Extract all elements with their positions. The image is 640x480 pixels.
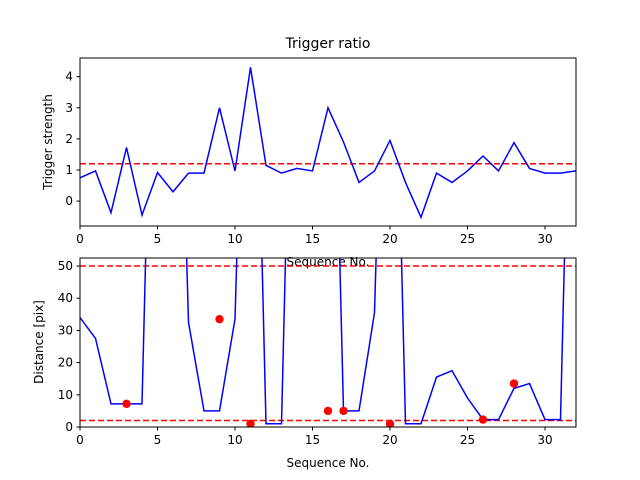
top-x-tick-label: 15 bbox=[305, 232, 320, 246]
bottom-x-tick-label: 0 bbox=[76, 433, 84, 447]
top-x-tick-label: 20 bbox=[382, 232, 397, 246]
bottom-x-tick-label: 5 bbox=[154, 433, 162, 447]
bottom-x-tick-label: 15 bbox=[305, 433, 320, 447]
top-x-tick-label: 0 bbox=[76, 232, 84, 246]
top-y-tick-label: 2 bbox=[65, 132, 73, 146]
top-y-tick-label: 1 bbox=[65, 163, 73, 177]
top-y-axis-label: Trigger strength bbox=[41, 94, 55, 191]
top-panel: Trigger ratio 0 5 10 15 20 25 30 0 1 2 3 4 Sequenc… bbox=[41, 36, 577, 269]
bottom-y-tick-label: 10 bbox=[58, 388, 73, 402]
bottom-data-point bbox=[122, 399, 131, 409]
bottom-data-point bbox=[509, 379, 519, 388]
top-chart-title: Trigger ratio bbox=[284, 36, 370, 52]
bottom-y-tick-label: 0 bbox=[65, 420, 73, 434]
bottom-x-axis-label: Sequence No. bbox=[287, 456, 370, 470]
bottom-data-point bbox=[385, 419, 395, 427]
bottom-series-line bbox=[80, 258, 566, 425]
bottom-data-point bbox=[339, 406, 348, 416]
top-x-tick-label: 5 bbox=[154, 232, 162, 246]
bottom-y-tick-label: 40 bbox=[58, 291, 73, 305]
bottom-x-tick-label: 25 bbox=[460, 433, 475, 447]
bottom-x-tick-label: 20 bbox=[382, 433, 397, 447]
top-x-tick-label: 25 bbox=[460, 232, 475, 246]
bottom-data-point bbox=[323, 406, 333, 416]
bottom-axes-frame bbox=[79, 257, 577, 428]
bottom-data-point bbox=[478, 415, 488, 424]
top-x-tick-label: 30 bbox=[537, 232, 552, 246]
top-x-axis-label: Sequence No. bbox=[287, 255, 370, 269]
top-y-tick-label: 4 bbox=[65, 70, 73, 84]
top-axes-frame bbox=[79, 57, 577, 227]
bottom-y-tick-label: 20 bbox=[58, 356, 73, 370]
top-y-tick-label: 0 bbox=[65, 194, 73, 208]
bottom-panel: 0 5 10 15 20 25 30 0 10 20 30 40 50 Sequence No. Di… bbox=[32, 257, 577, 470]
bottom-x-tick-label: 10 bbox=[227, 433, 242, 447]
bottom-y-tick-label: 30 bbox=[58, 323, 73, 337]
bottom-y-tick-label: 50 bbox=[58, 259, 73, 273]
bottom-y-axis-label: Distance [pix] bbox=[32, 300, 46, 384]
top-y-tick-label: 3 bbox=[65, 101, 73, 115]
top-series-line bbox=[80, 67, 576, 220]
bottom-x-tick-label: 30 bbox=[537, 433, 552, 447]
top-x-tick-label: 10 bbox=[227, 232, 242, 246]
bottom-data-point bbox=[246, 419, 255, 427]
bottom-data-point bbox=[215, 314, 224, 324]
